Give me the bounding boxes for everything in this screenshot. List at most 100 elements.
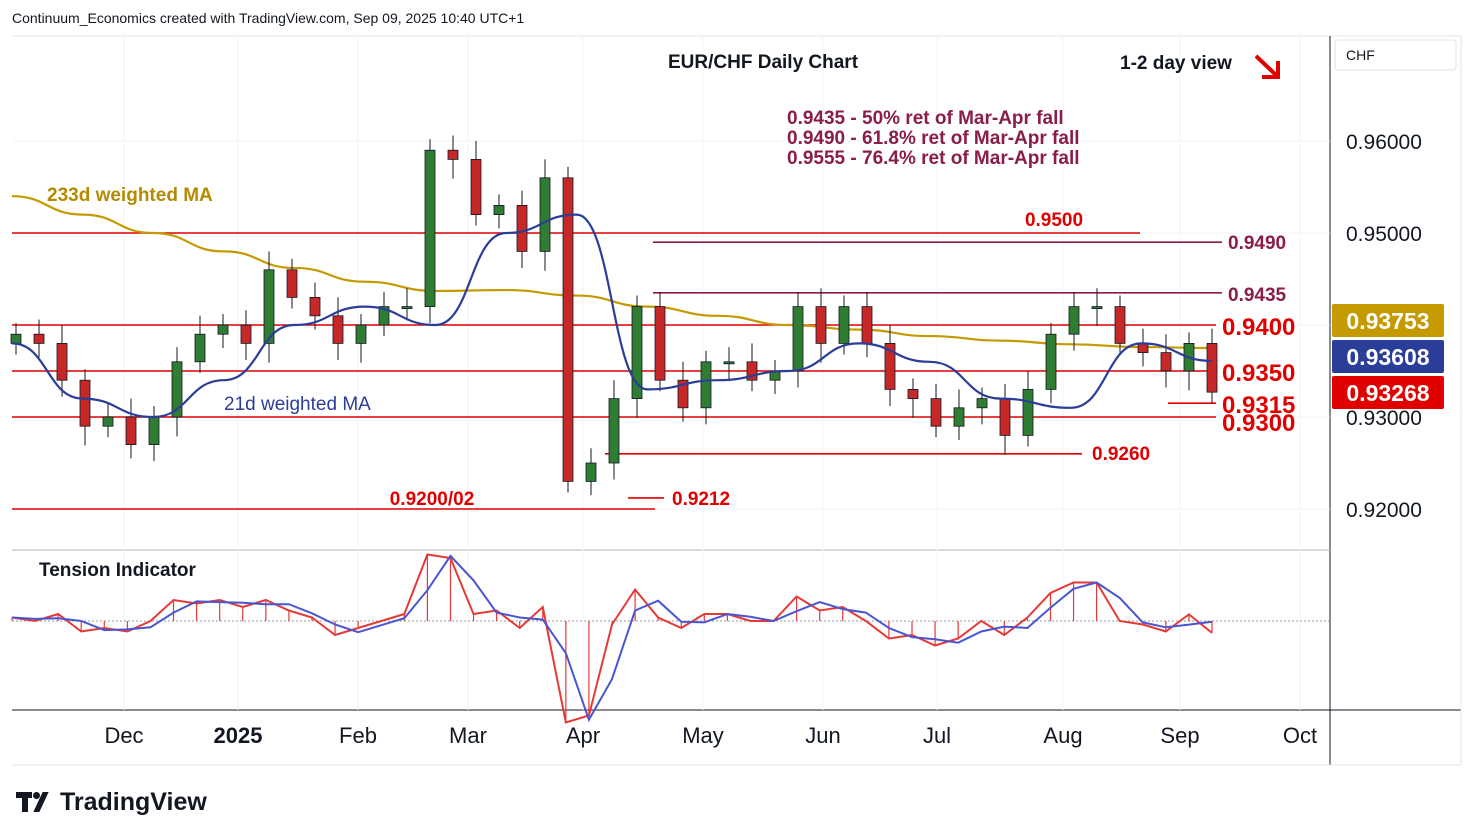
x-tick-label: Dec [104,723,143,748]
candle-body [861,306,873,344]
x-tick-label: May [682,723,724,748]
chart-title: EUR/CHF Daily Chart [668,52,859,73]
level-label: 0.9260 [1092,444,1150,465]
candle-body [953,407,965,427]
level-labels: 0.9500 0.9490 0.9435 0.9400 0.9350 0.93150.93… [390,210,1296,510]
price-tag-label: 0.93753 [1346,308,1429,334]
candle-body [1206,342,1218,393]
ma233-label: 233d weighted MA [47,185,213,206]
candle-body [56,342,68,381]
tradingview-logo-icon [16,792,54,812]
candle-body [102,416,114,427]
chart-frame [12,35,1462,766]
ma21-label: 21d weighted MA [224,394,371,415]
y-tick-label: 0.93000 [1346,407,1422,430]
candle-body [470,158,482,215]
price-tag-box [1332,376,1444,409]
candle-body [930,398,942,427]
candlesticks [10,135,1218,496]
ma233-line [11,195,1213,350]
candle-body [608,398,620,464]
candle-body [286,269,298,298]
ma233-path [11,195,1213,350]
view-label: 1-2 day view [1120,53,1232,74]
tension-indicator [11,553,1330,724]
indicator-slow-line [11,554,1213,723]
level-label: 0.9490 [1228,233,1286,254]
level-lines [12,232,1222,510]
candle-body [378,306,390,326]
grid-lines [12,36,1330,710]
candle-body [1068,306,1080,335]
candle-body [263,269,275,344]
level-label: 0.9315 [1222,392,1295,419]
x-tick-label: Aug [1043,723,1082,748]
candle-body [631,306,643,400]
candle-body [125,416,137,446]
candle-body [585,462,597,482]
level-label: 0.9500 [1025,210,1083,231]
candle-body [240,324,252,344]
price-tag-box [1332,340,1444,373]
level-label: 0.9350 [1222,360,1295,387]
candle-body [1045,333,1057,390]
tradingview-logo: TradingView [16,788,207,817]
candle-body [746,361,758,381]
candle-body [171,361,183,418]
candle-body [539,177,551,252]
tradingview-logo-text: TradingView [60,788,207,816]
x-tick-label: Jun [805,723,840,748]
candle-body [838,306,850,344]
candle-body [1137,342,1149,353]
candle-body [493,204,505,215]
retrace-note-2: 0.9490 - 61.8% ret of Mar-Apr fall [787,128,1080,149]
candle-body [516,204,528,252]
retrace-note-1: 0.9435 - 50% ret of Mar-Apr fall [787,108,1064,129]
ma21-path [11,213,1213,419]
level-label: 0.9200/02 [390,489,475,510]
x-tick-label: Mar [449,723,487,748]
candle-body [401,306,413,310]
y-tick-label: 0.95000 [1346,223,1422,246]
candle-body [33,333,45,344]
x-tick-label: Oct [1283,723,1317,748]
candle-body [309,296,321,317]
candle-body [447,149,459,160]
level-label: 0.9400 [1222,314,1295,341]
candle-body [1091,306,1103,310]
candle-body [1114,306,1126,344]
arrow-down-right-icon [1254,54,1280,79]
y-axis-ticks: 0.96000 0.95000 0.93000 0.92000 [1346,131,1422,522]
level-label: 0.9435 [1228,285,1287,306]
price-tags: 0.93753 0.93608 0.93268 [1332,304,1444,409]
x-tick-label: 2025 [214,723,263,748]
candle-body [907,388,919,399]
x-tick-label: Sep [1160,723,1199,748]
candle-body [815,306,827,344]
candle-body [1022,388,1034,436]
price-tag-label: 0.93608 [1346,344,1429,370]
ma21-line [11,213,1213,419]
candle-body [562,177,574,482]
chart-credit: Continuum_Economics created with Trading… [12,10,525,26]
candle-body [884,342,896,390]
candle-body [723,361,735,365]
candle-body [79,379,91,427]
x-tick-label: Apr [566,723,600,748]
candle-body [148,416,160,446]
x-axis-ticks: Dec 2025 Feb Mar Apr May Jun Jul Aug Sep Oct [104,723,1317,748]
level-label: 0.9300 [1222,410,1295,437]
candle-body [194,333,206,363]
currency-label: CHF [1346,47,1375,63]
candle-body [10,333,22,344]
x-tick-label: Feb [339,723,377,748]
x-tick-label: Jul [923,723,951,748]
indicator-title: Tension Indicator [39,560,197,581]
candle-body [999,398,1011,436]
price-tag-box [1332,304,1444,337]
y-tick-label: 0.96000 [1346,131,1422,154]
currency-box[interactable] [1334,39,1457,71]
retrace-note-3: 0.9555 - 76.4% ret of Mar-Apr fall [787,148,1080,169]
candle-body [424,149,436,307]
